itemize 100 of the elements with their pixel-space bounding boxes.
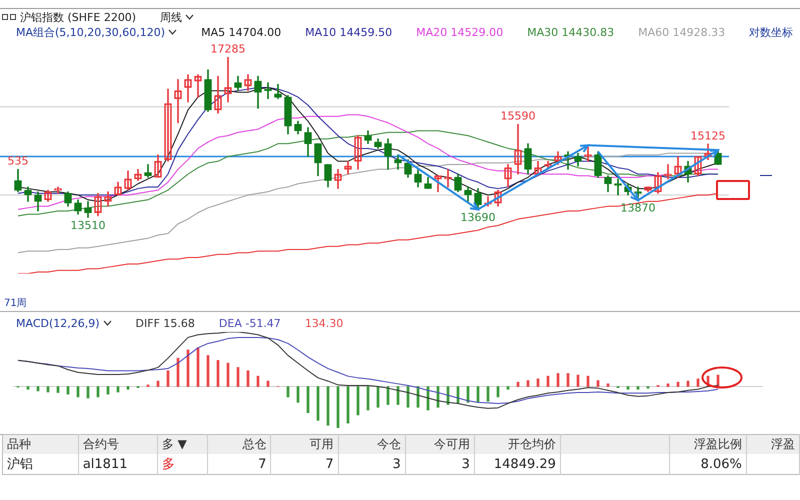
x-axis-title: 71周 (2, 296, 29, 310)
bar (76, 386, 80, 398)
bar (466, 386, 470, 403)
bar (286, 386, 290, 398)
text: MA30 14430.83 (527, 26, 614, 38)
text: 3 (462, 456, 470, 472)
bar (576, 374, 580, 387)
bar (226, 362, 230, 387)
bar (496, 386, 500, 398)
text: 7 (325, 456, 334, 472)
bar (516, 382, 520, 387)
bar (256, 376, 260, 387)
text: MA10 14459.50 (305, 26, 392, 38)
bar (676, 382, 680, 387)
text: MA60 14928.33 (638, 26, 726, 38)
bar (26, 386, 30, 390)
category-label: 品种 (2, 434, 78, 454)
text: 8.06% (700, 456, 742, 472)
category-label: 今可用 (405, 434, 474, 454)
bar (296, 386, 300, 403)
bar (266, 380, 270, 387)
category-label: 合约号 (78, 434, 158, 454)
bar (66, 386, 70, 395)
chart-subtitle: 周线 (160, 10, 184, 24)
bar (376, 386, 380, 408)
bar (646, 386, 650, 389)
bar (106, 386, 110, 395)
bar (586, 376, 590, 387)
bar (366, 386, 370, 410)
text: MA5 14704.00 (201, 26, 282, 38)
bar (636, 386, 640, 390)
bar (46, 386, 50, 392)
legend-title: MA组合(5,10,20,30,60,120) (16, 24, 166, 40)
bar (176, 358, 180, 387)
bar (186, 350, 190, 387)
series-label: DEA -51.47 (218, 316, 281, 330)
bar (316, 386, 320, 421)
bar (306, 386, 310, 414)
text: 14849.29 (494, 456, 556, 472)
bar (476, 386, 480, 403)
bar (486, 386, 490, 402)
bar (206, 355, 210, 387)
text: 3 (392, 456, 401, 472)
annotation: 13510 (70, 218, 106, 232)
bar (536, 378, 540, 387)
bar (626, 386, 630, 390)
candlestick (614, 178, 622, 196)
text: 沪铝 (7, 457, 33, 472)
bar (406, 386, 410, 408)
category-label: 多 ▼ (157, 434, 208, 454)
bar (326, 386, 330, 426)
bar (686, 380, 690, 387)
category-label: 可用 (270, 434, 338, 454)
bar (116, 386, 120, 392)
annotation: 535 (8, 154, 28, 168)
category-label: 开仓均价 (474, 434, 560, 454)
annotation: 13870 (620, 202, 656, 215)
annotation: 15590 (500, 110, 536, 123)
bar (36, 386, 40, 392)
annotation: 15125 (690, 129, 726, 142)
bar (556, 373, 560, 387)
category-label: 今仓 (338, 434, 406, 454)
bar (506, 386, 510, 390)
bar (96, 386, 100, 398)
annotation: 13690 (460, 210, 496, 224)
text: al1811 (82, 456, 128, 472)
legend-label: DIFF 15.68 (136, 316, 195, 330)
bar (86, 386, 90, 398)
bar (166, 370, 170, 387)
text: 多 (162, 457, 175, 472)
bar (216, 360, 220, 387)
chart-title: 沪铝指数 (SHFE 2200) (20, 10, 136, 24)
bar (126, 386, 130, 390)
category-label: 总仓 (208, 434, 271, 454)
category-label: 浮盈 (746, 434, 800, 454)
bar (526, 380, 530, 387)
chart-title: MACD(12,26,9) (16, 316, 101, 330)
bar (236, 367, 240, 387)
bar (196, 347, 200, 387)
annotation: 17285 (210, 42, 246, 56)
bar (666, 383, 670, 387)
bar (386, 386, 390, 405)
bar (426, 386, 430, 410)
bar (606, 383, 610, 387)
bar (566, 373, 570, 387)
text: MA20 14529.00 (416, 26, 504, 38)
bar (596, 380, 600, 387)
bar (56, 386, 60, 393)
bar (546, 376, 550, 387)
bar (346, 386, 350, 424)
bar (336, 386, 340, 428)
text: 134.30 (304, 316, 344, 330)
bar (416, 386, 420, 408)
bar (396, 386, 400, 405)
bar (356, 386, 360, 416)
bar (156, 380, 160, 387)
bar (246, 370, 250, 387)
text: 对数坐标 (749, 24, 794, 40)
bar (456, 386, 460, 404)
category-label: 浮盈比例 (669, 434, 746, 454)
